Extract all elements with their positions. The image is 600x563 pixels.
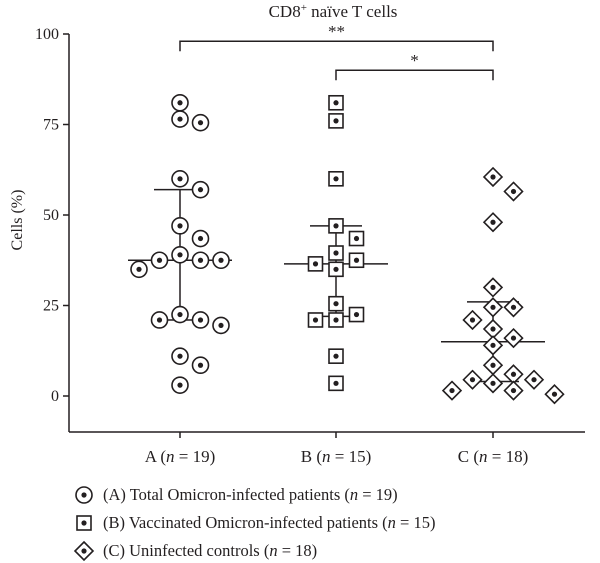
data-point xyxy=(462,309,483,331)
data-point xyxy=(523,369,545,390)
legend: (A) Total Omicron-infected patients (n =… xyxy=(73,485,435,562)
data-point xyxy=(482,335,504,356)
data-point xyxy=(482,297,504,318)
data-points xyxy=(130,93,565,405)
data-point xyxy=(328,113,344,129)
legend-marker-circle xyxy=(75,486,93,504)
significance-bracket xyxy=(179,40,494,52)
data-point xyxy=(171,246,189,264)
data-point xyxy=(171,305,189,324)
data-point xyxy=(482,277,504,298)
data-point xyxy=(171,110,189,128)
data-point xyxy=(212,316,230,335)
significance-label: * xyxy=(410,51,419,70)
data-point xyxy=(307,312,324,328)
data-point xyxy=(328,295,344,312)
data-point xyxy=(212,251,230,270)
x-tick-label: C (n = 18) xyxy=(458,447,529,466)
data-point xyxy=(130,260,148,279)
data-point xyxy=(328,171,344,187)
y-axis-label: Cells (%) xyxy=(9,190,26,251)
legend-marker-square xyxy=(76,515,92,531)
significance-bracket xyxy=(335,69,494,81)
data-point xyxy=(171,93,189,112)
legend-label: (A) Total Omicron-infected patients (n =… xyxy=(103,485,398,504)
axes: 0 25 50 75 100 A (n = 19) B (n = 15) C (n = 18) xyxy=(35,26,585,466)
data-point xyxy=(171,170,189,188)
data-point xyxy=(348,230,365,247)
legend-marker-diamond xyxy=(73,540,95,562)
data-point xyxy=(328,375,344,392)
data-point xyxy=(328,261,344,278)
data-point xyxy=(503,297,524,318)
data-point xyxy=(482,355,504,376)
data-point xyxy=(328,245,344,261)
data-point xyxy=(191,311,210,329)
data-point xyxy=(191,229,210,248)
data-point xyxy=(348,306,365,323)
y-tick-label: 25 xyxy=(43,298,59,315)
data-point xyxy=(191,113,210,132)
data-point xyxy=(503,181,524,202)
data-point xyxy=(482,212,504,233)
data-point xyxy=(462,369,483,390)
chart-title-superscript: + xyxy=(301,2,307,14)
legend-label: (C) Uninfected controls (n = 18) xyxy=(103,541,317,560)
legend-label: (B) Vaccinated Omicron-infected patients… xyxy=(103,513,435,532)
data-point xyxy=(171,376,189,394)
data-point xyxy=(328,94,344,111)
data-point xyxy=(150,251,169,270)
data-point xyxy=(150,311,169,329)
data-point xyxy=(191,251,210,270)
x-tick-label: A (n = 19) xyxy=(145,447,216,466)
significance-label: ** xyxy=(328,22,345,41)
data-point xyxy=(544,384,565,405)
data-point xyxy=(171,347,189,365)
y-tick-label: 0 xyxy=(51,388,59,405)
y-tick-label: 50 xyxy=(43,207,59,224)
data-point xyxy=(482,373,504,394)
significance-brackets: *** xyxy=(179,22,494,81)
x-tick-label: B (n = 15) xyxy=(301,447,372,466)
y-tick-label: 100 xyxy=(35,26,59,43)
data-point xyxy=(171,217,189,235)
data-point xyxy=(441,380,463,401)
y-tick-label: 75 xyxy=(43,117,59,134)
data-point xyxy=(482,166,504,188)
data-point xyxy=(328,218,344,234)
data-point xyxy=(503,380,524,401)
data-point xyxy=(191,356,210,375)
chart-title: CD8+ naïve T cells xyxy=(269,2,398,21)
data-point xyxy=(503,327,524,349)
data-point xyxy=(328,312,344,328)
data-point xyxy=(307,256,324,272)
data-point xyxy=(328,348,344,364)
data-point xyxy=(191,180,210,199)
data-point xyxy=(348,252,365,269)
